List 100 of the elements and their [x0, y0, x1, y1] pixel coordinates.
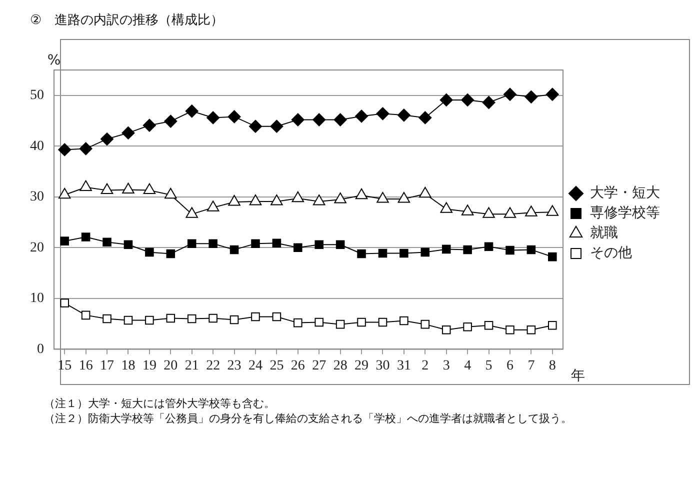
point [334, 192, 346, 204]
point [124, 240, 133, 250]
point [251, 312, 260, 322]
point [506, 246, 514, 255]
point [270, 120, 284, 133]
legend-label: 大学・短大 [590, 185, 660, 202]
x-tick-label: 4 [464, 358, 472, 374]
x-tick-label: 2 [422, 358, 429, 374]
point [145, 316, 154, 325]
point [397, 108, 410, 122]
point [548, 320, 557, 330]
point [292, 191, 304, 202]
point [546, 205, 559, 216]
point [81, 232, 90, 242]
point [291, 113, 304, 126]
point [79, 142, 92, 156]
point [251, 239, 260, 248]
y-axis-title: % [47, 52, 61, 69]
point [334, 113, 347, 126]
point [270, 194, 283, 206]
point [357, 249, 366, 258]
point [187, 314, 196, 324]
point [442, 326, 451, 334]
point [100, 183, 114, 194]
y-tick-label: 10 [30, 291, 44, 306]
x-tick-label: 24 [248, 358, 262, 374]
point [376, 107, 390, 120]
y-tick-label: 30 [30, 190, 44, 205]
point [208, 314, 218, 323]
x-tick-label: 22 [206, 358, 220, 374]
point [440, 202, 452, 213]
point [186, 207, 198, 218]
legend-label: その他 [590, 245, 632, 262]
x-tick-label: 28 [333, 358, 348, 374]
x-tick-label: 21 [184, 358, 199, 374]
point [145, 248, 154, 257]
point [60, 298, 69, 308]
chart-title: ② 進路の内訳の推移（構成比） [30, 12, 224, 29]
point [461, 93, 474, 106]
point [400, 248, 408, 258]
point [228, 194, 240, 206]
point [503, 88, 516, 101]
point [420, 248, 430, 257]
x-tick-label: 29 [354, 358, 369, 374]
point [143, 183, 156, 194]
point [312, 113, 326, 126]
x-tick-label: 16 [78, 358, 93, 374]
point [122, 182, 134, 194]
point [122, 126, 135, 140]
point [187, 239, 196, 248]
point [206, 111, 220, 124]
y-tick-label: 0 [37, 342, 44, 357]
point [164, 114, 178, 128]
point [102, 238, 112, 246]
point [526, 245, 536, 254]
x-tick-label: 23 [227, 358, 242, 374]
point [506, 326, 514, 334]
point [357, 318, 366, 327]
point [418, 111, 432, 124]
point [419, 186, 432, 198]
point [504, 207, 516, 218]
point [546, 88, 559, 101]
x-tick-label: 17 [100, 358, 114, 374]
x-tick-label: 30 [376, 358, 390, 374]
x-tick-label: 18 [121, 358, 136, 374]
point [420, 320, 430, 329]
x-tick-label: 3 [442, 358, 450, 374]
point [228, 110, 241, 124]
point [484, 320, 494, 330]
point [548, 252, 557, 262]
point [166, 314, 176, 323]
point [398, 192, 410, 203]
point [248, 120, 262, 133]
point [378, 248, 388, 258]
point [60, 236, 69, 246]
point [272, 312, 282, 322]
text: （注１）大学・短大には管外大学校等も含む。 [44, 396, 276, 411]
point [272, 238, 282, 248]
point [81, 310, 90, 320]
point [378, 318, 388, 327]
legend-label: 就職 [590, 225, 618, 242]
point [484, 242, 494, 252]
x-tick-label: 19 [142, 358, 156, 374]
point [206, 200, 220, 212]
point [355, 188, 368, 200]
point [336, 320, 345, 329]
y-tick-label: 50 [30, 88, 44, 104]
point [164, 188, 177, 199]
x-axis-title: 年 [571, 368, 585, 384]
point [312, 194, 326, 206]
point [102, 314, 112, 324]
point [400, 316, 408, 326]
point [461, 204, 474, 216]
point [440, 93, 453, 106]
x-tick-label: 25 [270, 358, 284, 374]
x-tick-label: 5 [485, 358, 492, 374]
x-tick-label: 8 [548, 358, 556, 374]
x-tick-label: 26 [290, 358, 305, 374]
point [230, 315, 239, 324]
point [336, 240, 345, 250]
